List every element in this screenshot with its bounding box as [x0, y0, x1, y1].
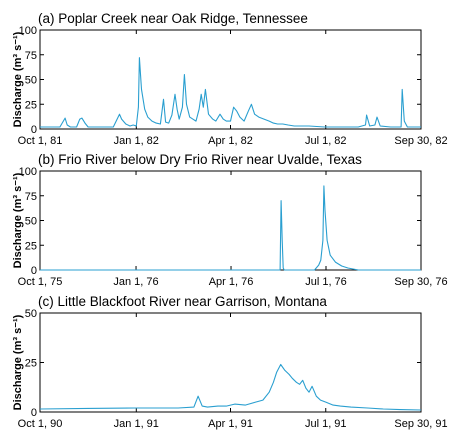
x-tick-label: Jan 1, 91: [114, 418, 159, 430]
x-tick-label: Oct 1, 81: [18, 135, 63, 147]
y-tick-label: 50: [25, 308, 37, 320]
discharge-series-line: [40, 57, 421, 128]
x-tick-label: Sep 30, 91: [394, 418, 447, 430]
plot-frame: [39, 170, 422, 271]
x-tick-label: Jan 1, 76: [113, 276, 158, 288]
y-tick-label: 50: [25, 216, 37, 228]
x-tick-label: Jan 1, 82: [114, 135, 159, 147]
x-tick-label: Sep 30, 82: [394, 135, 447, 147]
x-tick-label: Apr 1, 76: [209, 276, 254, 288]
discharge-series-line: [39, 363, 422, 411]
panel-title: (c) Little Blackfoot River near Garrison…: [38, 294, 327, 309]
y-tick-label: 75: [25, 50, 37, 62]
y-axis-label: Discharge (m³ s⁻¹): [12, 31, 24, 127]
plot-frame: [39, 312, 422, 413]
x-tick-label: Oct 1, 75: [18, 276, 63, 288]
x-tick-label: Jul 1, 82: [305, 135, 347, 147]
y-tick-label: 75: [25, 191, 37, 203]
y-tick-label: 0: [31, 407, 37, 419]
discharge-series-line: [40, 185, 421, 271]
y-axis-label: Discharge (m³ s⁻¹): [12, 172, 24, 268]
y-tick-label: 25: [25, 99, 37, 111]
chart-panel-2: (b) Frio River below Dry Frio River near…: [12, 152, 448, 288]
y-axis-label: Discharge (m³ s⁻¹): [12, 314, 24, 410]
x-tick-label: Apr 1, 82: [208, 135, 253, 147]
chart-panel-1: (a) Poplar Creek near Oak Ridge, Tenness…: [12, 11, 448, 147]
panel-title: (b) Frio River below Dry Frio River near…: [38, 152, 362, 167]
y-tick-label: 100: [19, 25, 37, 37]
panel-title: (a) Poplar Creek near Oak Ridge, Tenness…: [38, 11, 308, 26]
y-tick-label: 0: [31, 265, 37, 277]
y-tick-label: 50: [25, 75, 37, 87]
y-tick-label: 25: [25, 358, 37, 370]
x-tick-label: Oct 1, 90: [18, 418, 63, 430]
y-tick-label: 25: [25, 240, 37, 252]
y-tick-label: 100: [19, 166, 37, 178]
x-tick-label: Jul 1, 91: [305, 418, 347, 430]
y-tick-label: 0: [31, 124, 37, 136]
x-tick-label: Sep 30, 76: [394, 276, 447, 288]
chart-panel-3: (c) Little Blackfoot River near Garrison…: [12, 294, 448, 430]
x-tick-label: Jul 1, 76: [305, 276, 347, 288]
x-tick-label: Apr 1, 91: [208, 418, 253, 430]
plot-frame: [39, 29, 422, 130]
